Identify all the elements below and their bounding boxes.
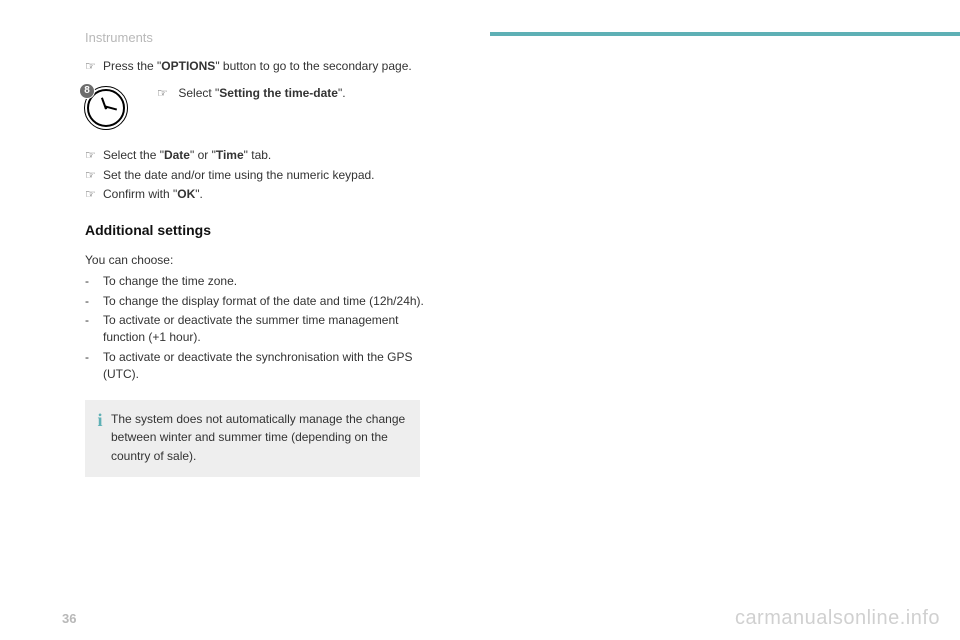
- bullet-arrow: ☞: [85, 186, 103, 203]
- bullet-arrow: ☞: [85, 58, 103, 75]
- list-item: - To change the display format of the da…: [85, 293, 425, 310]
- bullet-arrow: ☞: [85, 147, 103, 164]
- icon-step-row: 8 ☞ Select "Setting the time-date".: [85, 83, 425, 129]
- watermark: carmanualsonline.info: [735, 607, 940, 630]
- icon-step-text: ☞ Select "Setting the time-date".: [157, 85, 346, 102]
- step-list-1: ☞ Press the "OPTIONS" button to go to th…: [85, 58, 425, 75]
- step-item: ☞ Press the "OPTIONS" button to go to th…: [85, 58, 425, 75]
- section-header: Instruments: [85, 30, 153, 45]
- option-text: To activate or deactivate the summer tim…: [103, 312, 425, 347]
- bullet-dash: -: [85, 349, 103, 384]
- page-content: ☞ Press the "OPTIONS" button to go to th…: [85, 58, 425, 477]
- subheading: Additional settings: [85, 220, 425, 240]
- step-text: Select the "Date" or "Time" tab.: [103, 147, 425, 164]
- list-item: - To activate or deactivate the summer t…: [85, 312, 425, 347]
- info-text: The system does not automatically manage…: [111, 410, 408, 466]
- intro-text: You can choose:: [85, 252, 425, 269]
- bullet-arrow: ☞: [157, 85, 175, 102]
- options-list: - To change the time zone. - To change t…: [85, 273, 425, 383]
- accent-top-bar: [490, 32, 960, 36]
- bullet-arrow: ☞: [85, 167, 103, 184]
- step-text: Press the "OPTIONS" button to go to the …: [103, 58, 425, 75]
- step-text: Set the date and/or time using the numer…: [103, 167, 425, 184]
- option-text: To change the time zone.: [103, 273, 425, 290]
- step-item: ☞ Confirm with "OK".: [85, 186, 425, 203]
- clock-icon: 8: [83, 83, 129, 129]
- bullet-dash: -: [85, 293, 103, 310]
- page-number: 36: [62, 611, 76, 626]
- info-icon: i: [89, 411, 111, 466]
- option-text: To activate or deactivate the synchronis…: [103, 349, 425, 384]
- step-item: ☞ Select the "Date" or "Time" tab.: [85, 147, 425, 164]
- bullet-dash: -: [85, 273, 103, 290]
- list-item: - To change the time zone.: [85, 273, 425, 290]
- option-text: To change the display format of the date…: [103, 293, 425, 310]
- bullet-dash: -: [85, 312, 103, 347]
- list-item: - To activate or deactivate the synchron…: [85, 349, 425, 384]
- step-item: ☞ Set the date and/or time using the num…: [85, 167, 425, 184]
- step-list-2: ☞ Select the "Date" or "Time" tab. ☞ Set…: [85, 147, 425, 203]
- step-text: Confirm with "OK".: [103, 186, 425, 203]
- info-box: i The system does not automatically mana…: [85, 400, 420, 478]
